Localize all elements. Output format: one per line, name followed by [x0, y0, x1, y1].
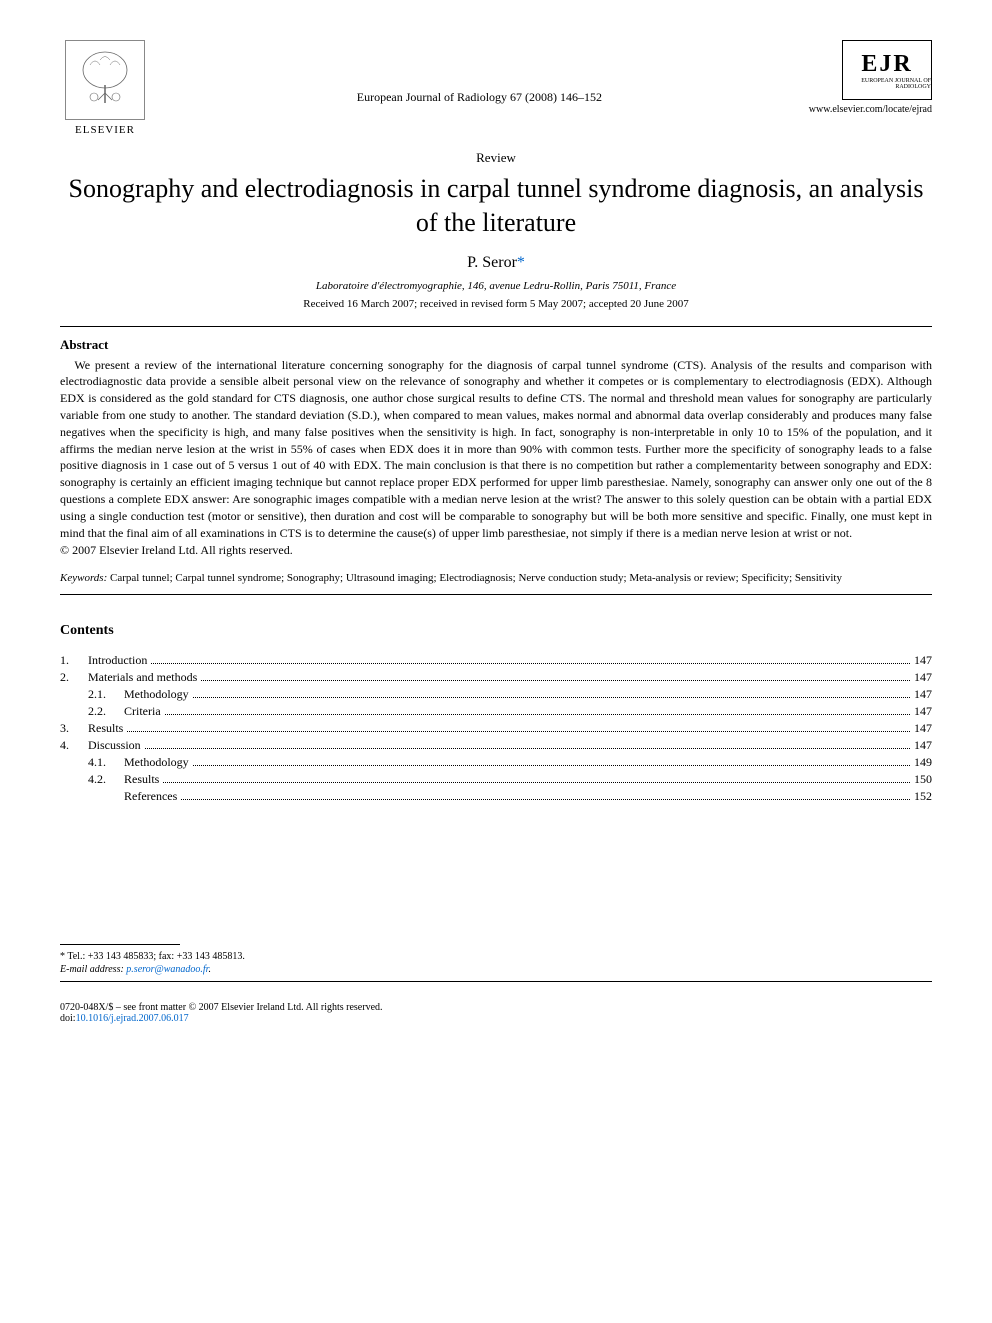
toc-page: 152: [914, 789, 932, 804]
toc-dots: [163, 782, 910, 783]
journal-logo: EJR EUROPEAN JOURNAL OF RADIOLOGY: [842, 40, 932, 100]
toc-dots: [145, 748, 910, 749]
toc-page: 150: [914, 772, 932, 787]
toc-row[interactable]: 4.1.Methodology 149: [60, 755, 932, 770]
publisher-logo: ELSEVIER: [60, 40, 150, 140]
footnote-rule: [60, 944, 180, 945]
contents-heading: Contents: [60, 623, 932, 639]
toc-page: 149: [914, 755, 932, 770]
doi-line: doi:10.1016/j.ejrad.2007.06.017: [60, 1013, 932, 1024]
toc-dots: [181, 799, 910, 800]
toc-row[interactable]: 1.Introduction 147: [60, 653, 932, 668]
divider: [60, 594, 932, 595]
toc-number: 2.2.: [88, 704, 124, 719]
toc-number: 4.1.: [88, 755, 124, 770]
issn-line: 0720-048X/$ – see front matter © 2007 El…: [60, 1002, 932, 1013]
correspondence: * Tel.: +33 143 485833; fax: +33 143 485…: [60, 951, 932, 962]
journal-logo-box: EJR EUROPEAN JOURNAL OF RADIOLOGY www.el…: [809, 40, 932, 115]
tel-fax: Tel.: +33 143 485833; fax: +33 143 48581…: [67, 951, 245, 962]
toc-label: Introduction: [88, 653, 147, 668]
toc-page: 147: [914, 704, 932, 719]
toc-page: 147: [914, 721, 932, 736]
toc-dots: [201, 680, 910, 681]
toc-number: 2.: [60, 670, 88, 685]
toc-dots: [165, 714, 910, 715]
toc-row[interactable]: References 152: [60, 789, 932, 804]
toc-number: 4.: [60, 738, 88, 753]
toc-dots: [151, 663, 910, 664]
toc-number: 2.1.: [88, 687, 124, 702]
author-marker: *: [517, 254, 525, 271]
doi-value[interactable]: 10.1016/j.ejrad.2007.06.017: [76, 1013, 189, 1024]
toc-page: 147: [914, 738, 932, 753]
toc-dots: [127, 731, 910, 732]
article-title: Sonography and electrodiagnosis in carpa…: [60, 172, 932, 240]
toc-row[interactable]: 2.1.Methodology 147: [60, 687, 932, 702]
journal-reference: European Journal of Radiology 67 (2008) …: [150, 40, 809, 105]
keywords: Keywords: Carpal tunnel; Carpal tunnel s…: [60, 572, 932, 584]
toc-label: Methodology: [124, 755, 189, 770]
toc-page: 147: [914, 687, 932, 702]
affiliation: Laboratoire d'électromyographie, 146, av…: [60, 280, 932, 292]
journal-abbrev: EJR: [861, 51, 912, 78]
toc-number: 1.: [60, 653, 88, 668]
toc-label: Criteria: [124, 704, 161, 719]
header: ELSEVIER European Journal of Radiology 6…: [60, 40, 932, 140]
email-label: E-mail address:: [60, 964, 124, 975]
toc-number: 4.2.: [88, 772, 124, 787]
toc-label: Methodology: [124, 687, 189, 702]
abstract-body: We present a review of the international…: [60, 357, 932, 542]
doi-label: doi:: [60, 1013, 76, 1024]
author-name: P. Seror: [467, 254, 517, 271]
abstract-heading: Abstract: [60, 337, 932, 353]
author-line: P. Seror*: [60, 254, 932, 272]
journal-url[interactable]: www.elsevier.com/locate/ejrad: [809, 104, 932, 115]
abstract-copyright: © 2007 Elsevier Ireland Ltd. All rights …: [60, 543, 932, 558]
toc-row[interactable]: 2.Materials and methods 147: [60, 670, 932, 685]
toc-row[interactable]: 2.2.Criteria 147: [60, 704, 932, 719]
toc-row[interactable]: 4.2.Results 150: [60, 772, 932, 787]
toc-row[interactable]: 3.Results 147: [60, 721, 932, 736]
journal-abbrev-sub: EUROPEAN JOURNAL OF RADIOLOGY: [843, 78, 931, 90]
copyright-footer: 0720-048X/$ – see front matter © 2007 El…: [60, 1002, 932, 1024]
toc-label: Materials and methods: [88, 670, 197, 685]
divider: [60, 981, 932, 982]
keywords-text: Carpal tunnel; Carpal tunnel syndrome; S…: [107, 572, 842, 584]
article-type: Review: [60, 150, 932, 166]
toc-number: 3.: [60, 721, 88, 736]
keywords-label: Keywords:: [60, 572, 107, 584]
publisher-name: ELSEVIER: [75, 124, 135, 136]
divider: [60, 326, 932, 327]
toc-label: Discussion: [88, 738, 141, 753]
toc-label: References: [124, 789, 177, 804]
toc-page: 147: [914, 670, 932, 685]
toc-dots: [193, 765, 910, 766]
footer: * Tel.: +33 143 485833; fax: +33 143 485…: [60, 944, 932, 975]
toc-row[interactable]: 4.Discussion 147: [60, 738, 932, 753]
elsevier-tree-icon: [65, 40, 145, 120]
toc-dots: [193, 697, 910, 698]
toc-label: Results: [88, 721, 123, 736]
email-line: E-mail address: p.seror@wanadoo.fr.: [60, 964, 932, 975]
email-link[interactable]: p.seror@wanadoo.fr: [126, 964, 208, 975]
article-dates: Received 16 March 2007; received in revi…: [60, 298, 932, 310]
toc-label: Results: [124, 772, 159, 787]
correspondence-marker: *: [60, 951, 65, 962]
toc-page: 147: [914, 653, 932, 668]
table-of-contents: 1.Introduction1472.Materials and methods…: [60, 653, 932, 804]
